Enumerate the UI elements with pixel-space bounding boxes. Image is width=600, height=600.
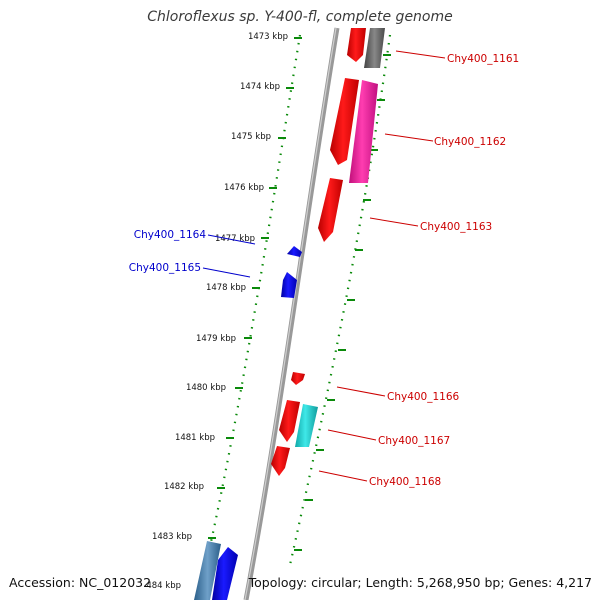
leader-line: [369, 217, 419, 227]
genome-summary-text: Topology: circular; Length: 5,268,950 bp…: [248, 575, 592, 590]
label-leaders: [202, 50, 446, 482]
forward-strand-features: [271, 28, 385, 476]
gene-feature-blue-lower[interactable]: [212, 547, 238, 600]
outer-ruler-ticks: [294, 54, 391, 551]
tick-labels: 1473 kbp 1474 kbp 1475 kbp 1476 kbp 1477…: [146, 32, 288, 591]
gene-feature-chy400-1167[interactable]: [279, 400, 300, 442]
tick-label: 1474 kbp: [240, 82, 280, 92]
gene-label-chy400-1163[interactable]: Chy400_1163: [420, 221, 492, 233]
leader-line: [336, 386, 386, 397]
genome-backbone: [243, 27, 340, 600]
leader-line: [384, 133, 434, 142]
leader-line: [318, 470, 368, 482]
gene-feature-cyan[interactable]: [295, 404, 318, 447]
leader-line: [207, 234, 256, 245]
gene-feature-chy400-1168[interactable]: [271, 446, 290, 476]
accession-text: Accession: NC_012032: [9, 575, 152, 590]
tick-label: 1481 kbp: [175, 433, 215, 443]
gene-feature-chy400-1161[interactable]: [347, 28, 366, 62]
gene-label-chy400-1167[interactable]: Chy400_1167: [378, 435, 450, 447]
gene-feature-chy400-1162[interactable]: [330, 78, 359, 165]
gene-label-chy400-1166[interactable]: Chy400_1166: [387, 391, 460, 403]
tick-label: 1478 kbp: [206, 283, 246, 293]
gene-feature-pink[interactable]: [349, 80, 378, 183]
tick-label: 1480 kbp: [186, 383, 226, 393]
tick-label: 1479 kbp: [196, 334, 236, 344]
tick-label: 1483 kbp: [152, 532, 192, 542]
reverse-strand-features: [194, 246, 302, 600]
gene-feature-chy400-1163[interactable]: [318, 178, 343, 242]
gene-feature-gray[interactable]: [364, 28, 385, 68]
gene-feature-chy400-1165[interactable]: [281, 272, 297, 298]
tick-label: 1473 kbp: [248, 32, 288, 42]
outer-ruler-line: [288, 34, 392, 566]
gene-label-chy400-1161[interactable]: Chy400_1161: [447, 53, 519, 65]
genome-backbone-highlight: [244, 27, 337, 600]
tick-label: 1477 kbp: [215, 234, 255, 244]
gene-label-chy400-1164[interactable]: Chy400_1164: [134, 229, 207, 241]
gene-label-chy400-1165[interactable]: Chy400_1165: [129, 262, 201, 274]
leader-line: [202, 267, 251, 278]
tick-label: 1476 kbp: [224, 183, 264, 193]
gene-labels: Chy400_1161 Chy400_1162 Chy400_1163 Chy4…: [129, 53, 519, 488]
gene-feature-steel[interactable]: [194, 541, 221, 600]
gene-label-chy400-1168[interactable]: Chy400_1168: [369, 476, 441, 488]
gene-feature-chy400-1164[interactable]: [287, 246, 302, 257]
gene-feature-chy400-1166[interactable]: [291, 372, 305, 385]
leader-line: [395, 50, 446, 59]
inner-ruler-ticks: [199, 37, 302, 587]
inner-ruler-line: [196, 34, 302, 600]
tick-label: 1475 kbp: [231, 132, 271, 142]
leader-line: [327, 429, 377, 441]
map-title: Chloroflexus sp. Y-400-fl, complete geno…: [147, 9, 453, 25]
gene-label-chy400-1162[interactable]: Chy400_1162: [434, 136, 506, 148]
tick-label: 1482 kbp: [164, 482, 204, 492]
tick-label: 484 kbp: [146, 581, 181, 591]
